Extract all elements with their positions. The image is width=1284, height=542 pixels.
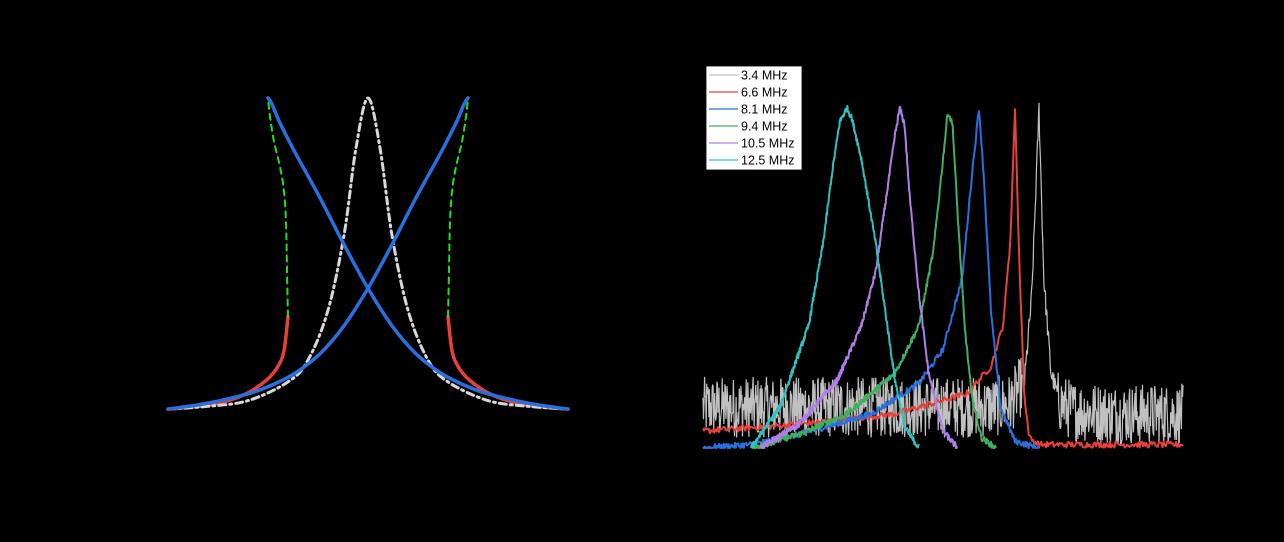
left-series-right-unstable: [447, 97, 469, 318]
legend-label: 12.5 MHz: [741, 154, 795, 168]
legend-label: 3.4 MHz: [741, 69, 788, 83]
left-chart: [166, 96, 570, 411]
legend-label: 6.6 MHz: [741, 86, 788, 100]
legend-label: 10.5 MHz: [741, 137, 795, 151]
left-series-linear-response: [166, 96, 570, 411]
legend-label: 9.4 MHz: [741, 120, 788, 134]
right-series-6-6-mhz: [702, 108, 1184, 449]
right-chart: [702, 102, 1184, 449]
left-series-left-unstable: [267, 97, 289, 318]
left-series-blue-left-peak: [266, 96, 570, 411]
legend-label: 8.1 MHz: [741, 103, 788, 117]
right-series-12-5-mhz: [750, 104, 920, 449]
right-series-8-1-mhz: [702, 110, 1040, 449]
legend-box: [705, 65, 803, 171]
legend: 3.4 MHz 6.6 MHz 8.1 MHz 9.4 MHz 10.5 MHz 12.5…: [705, 65, 803, 171]
right-series-9-4-mhz: [750, 114, 997, 449]
right-series-10-5-mhz: [759, 105, 958, 449]
left-series-blue-right-peak: [166, 96, 470, 411]
